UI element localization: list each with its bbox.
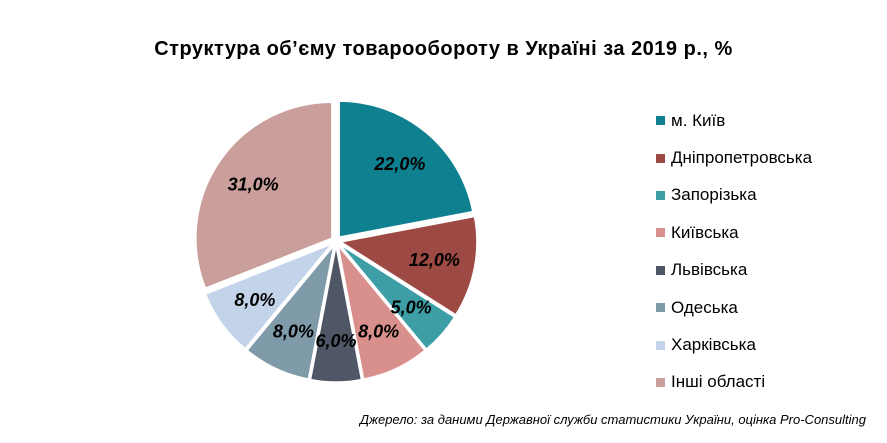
pie-slice-7 (204, 243, 333, 350)
pie-slice-8 (195, 101, 333, 290)
legend-item-1: м. Київ (656, 102, 812, 139)
source-note: Джерело: за даними Державної служби стат… (359, 412, 866, 427)
legend-item-7: Харківська (656, 326, 812, 363)
legend-item-5: Львівська (656, 252, 812, 289)
legend-swatch (656, 228, 665, 238)
pie-slice-5 (309, 245, 363, 383)
pie-slices (195, 100, 478, 383)
legend-label: Інші області (671, 372, 766, 392)
legend-swatch (656, 340, 665, 350)
legend-swatch (656, 303, 665, 313)
legend-label: Львівська (671, 260, 748, 280)
legend-item-2: Дніпропетровська (656, 139, 812, 176)
legend: м. Київ Дніпропетровська Запорізька Київськ… (656, 102, 812, 401)
legend-swatch (656, 116, 665, 126)
slice-value-label-6: 8,0% (273, 322, 314, 342)
slice-value-label-4: 8,0% (358, 322, 399, 342)
slice-value-label-1: 22,0% (373, 154, 425, 174)
pie-slice-2 (338, 215, 478, 316)
pie-slice-4 (337, 245, 426, 380)
pie-slice-6 (246, 245, 335, 380)
chart-title: Структура об’єму товарообороту в Україні… (154, 38, 733, 60)
legend-item-8: Інші області (656, 364, 812, 401)
slice-value-label-5: 6,0% (315, 331, 356, 351)
slice-value-label-3: 5,0% (391, 297, 432, 317)
slice-value-label-7: 8,0% (234, 290, 275, 310)
legend-item-4: Київська (656, 214, 812, 251)
legend-label: м. Київ (671, 110, 726, 130)
legend-swatch (656, 377, 665, 387)
legend-label: Дніпропетровська (671, 148, 813, 168)
pie-slice-1 (338, 100, 474, 239)
legend-label: Харківська (671, 335, 756, 355)
legend-swatch (656, 190, 665, 200)
legend-item-6: Одеська (656, 289, 812, 326)
legend-swatch (656, 265, 665, 275)
legend-label: Київська (671, 222, 739, 242)
legend-label: Одеська (671, 297, 738, 317)
pie-slice-3 (339, 243, 456, 351)
legend-item-3: Запорізька (656, 177, 812, 214)
legend-label: Запорізька (671, 185, 757, 205)
slice-value-label-2: 12,0% (409, 250, 460, 270)
legend-swatch (656, 153, 665, 163)
slice-value-label-8: 31,0% (228, 175, 279, 195)
slice-labels: 22,0%12,0%5,0%8,0%6,0%8,0%8,0%31,0% (228, 154, 460, 351)
